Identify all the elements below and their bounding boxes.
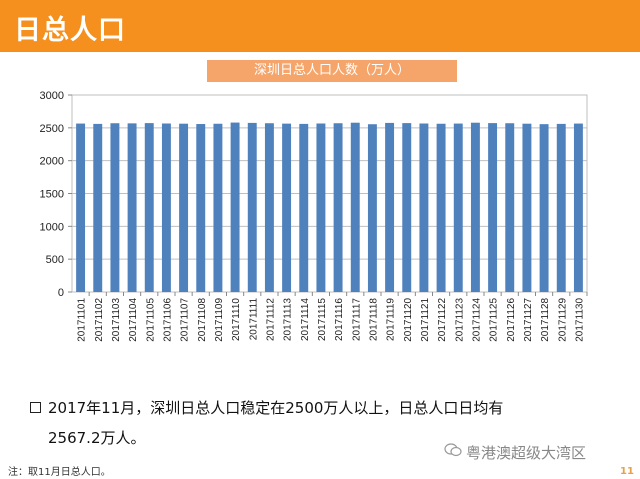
bar: [350, 122, 360, 292]
wechat-icon: [444, 443, 462, 457]
watermark: 粤港澳超级大湾区: [444, 442, 587, 463]
bar: [282, 123, 292, 292]
bar: [76, 123, 86, 292]
y-tick-label: 1500: [40, 189, 64, 201]
bullet-square-icon: [30, 402, 41, 413]
footnote: 注：取11月日总人口。: [8, 467, 111, 478]
y-tick-label: 500: [46, 254, 64, 266]
x-tick-label: 20171119: [386, 298, 397, 341]
x-tick-label: 20171110: [231, 298, 242, 341]
page-number: 11: [620, 466, 634, 477]
x-tick-label: 20171130: [574, 298, 585, 342]
x-tick-label: 20171102: [94, 298, 105, 342]
bar: [196, 124, 206, 293]
x-tick-label: 20171121: [420, 298, 431, 342]
bar: [453, 123, 463, 292]
x-tick-label: 20171117: [351, 298, 362, 341]
watermark-text: 粤港澳超级大湾区: [466, 444, 587, 462]
bar: [110, 123, 120, 292]
y-tick-label: 1000: [40, 221, 64, 233]
header-bar: 日总人口: [0, 0, 640, 52]
x-tick-label: 20171104: [128, 298, 139, 342]
bar: [470, 122, 480, 292]
bar: [299, 123, 309, 292]
bar: [505, 123, 515, 292]
x-tick-label: 20171107: [180, 298, 191, 342]
bar-chart: 0 500 1000 1500 2000 2500 3000 20171101 20171102…: [40, 90, 588, 342]
x-tick-label: 20171123: [454, 298, 465, 342]
bar: [316, 123, 326, 293]
bar: [179, 123, 189, 292]
x-tick-label: 20171122: [437, 298, 448, 342]
bar: [213, 123, 223, 293]
page-title: 日总人口: [14, 15, 126, 46]
bar: [436, 123, 446, 293]
bar: [385, 122, 395, 293]
bar: [247, 122, 257, 293]
bar: [161, 123, 171, 293]
bar: [522, 123, 532, 292]
x-tick-label: 20171116: [334, 298, 345, 341]
x-tick-label: 20171106: [162, 298, 173, 342]
bar: [488, 123, 498, 292]
bar: [264, 123, 274, 292]
bullet-paragraph: 2017年11月，深圳日总人口稳定在2500万人以上，日总人口日均有 2567.…: [30, 393, 608, 453]
bullet-line-1: 2017年11月，深圳日总人口稳定在2500万人以上，日总人口日均有: [48, 399, 504, 417]
y-tick-label: 3000: [40, 90, 64, 102]
bar: [402, 123, 412, 292]
bar: [419, 123, 429, 293]
x-tick-label: 20171115: [317, 298, 328, 341]
x-tick-label: 20171128: [540, 298, 551, 342]
x-tick-label: 20171105: [145, 298, 156, 342]
y-tick-label: 0: [58, 287, 64, 299]
bar: [230, 122, 240, 292]
x-tick-label: 20171103: [111, 298, 122, 342]
y-tick-label: 2500: [40, 123, 64, 135]
bar: [367, 124, 377, 292]
x-tick-label: 20171120: [403, 298, 414, 342]
bar: [144, 123, 154, 292]
y-tick-label: 2000: [40, 156, 64, 168]
bar: [556, 123, 566, 292]
x-tick-label: 20171127: [523, 298, 534, 342]
x-tick-label: 20171118: [368, 298, 379, 341]
x-tick-label: 20171113: [283, 298, 294, 341]
x-tick-label: 20171101: [77, 298, 88, 342]
x-tick-label: 20171109: [214, 298, 225, 342]
bullet-line-2: 2567.2万人。: [48, 429, 146, 447]
x-tick-label: 20171112: [265, 298, 276, 341]
bar: [539, 124, 549, 292]
x-tick-label: 20171125: [489, 298, 500, 342]
bar: [127, 123, 137, 292]
x-tick-label: 20171108: [197, 298, 208, 342]
x-tick-label: 20171129: [557, 298, 568, 342]
bar: [573, 123, 583, 292]
x-tick-label: 20171124: [471, 298, 482, 342]
bar: [93, 123, 103, 292]
chart-title: 深圳日总人口人数（万人）: [207, 60, 457, 82]
bar: [333, 123, 343, 292]
x-tick-label: 20171126: [506, 298, 517, 342]
x-tick-label: 20171111: [248, 298, 259, 341]
x-tick-label: 20171114: [300, 298, 311, 341]
